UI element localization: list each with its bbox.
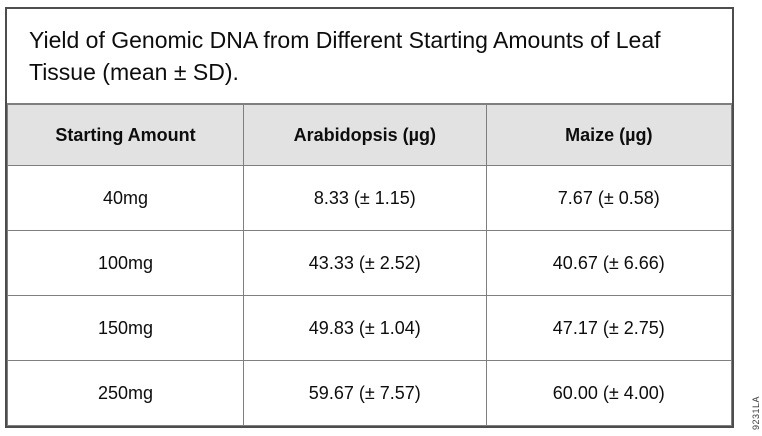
cell-arabidopsis-yield: 43.33 (± 2.52) [243, 230, 487, 296]
table-row: 250mg 59.67 (± 7.57) 60.00 (± 4.00) [6, 360, 733, 426]
cell-maize-yield: 60.00 (± 4.00) [485, 360, 733, 426]
figure-id-code: 9231LA [751, 395, 761, 430]
yield-table: Starting Amount Arabidopsis (µg) Maize (… [6, 104, 733, 426]
cell-maize-yield: 47.17 (± 2.75) [485, 295, 733, 361]
cell-arabidopsis-yield: 8.33 (± 1.15) [243, 165, 487, 231]
cell-maize-yield: 40.67 (± 6.66) [485, 230, 733, 296]
cell-arabidopsis-yield: 59.67 (± 7.57) [243, 360, 487, 426]
col-header-arabidopsis: Arabidopsis (µg) [243, 104, 487, 166]
cell-starting-amount: 100mg [6, 230, 245, 296]
table-header-row: Starting Amount Arabidopsis (µg) Maize (… [6, 104, 733, 166]
cell-maize-yield: 7.67 (± 0.58) [485, 165, 733, 231]
cell-starting-amount: 250mg [6, 360, 245, 426]
col-header-starting-amount: Starting Amount [6, 104, 245, 166]
cell-starting-amount: 40mg [6, 165, 245, 231]
cell-starting-amount: 150mg [6, 295, 245, 361]
cell-arabidopsis-yield: 49.83 (± 1.04) [243, 295, 487, 361]
table-row: 150mg 49.83 (± 1.04) 47.17 (± 2.75) [6, 295, 733, 361]
table-row: 100mg 43.33 (± 2.52) 40.67 (± 6.66) [6, 230, 733, 296]
col-header-maize: Maize (µg) [485, 104, 733, 166]
figure-title: Yield of Genomic DNA from Different Star… [7, 9, 732, 104]
figure-frame: Yield of Genomic DNA from Different Star… [5, 7, 734, 428]
table-row: 40mg 8.33 (± 1.15) 7.67 (± 0.58) [6, 165, 733, 231]
